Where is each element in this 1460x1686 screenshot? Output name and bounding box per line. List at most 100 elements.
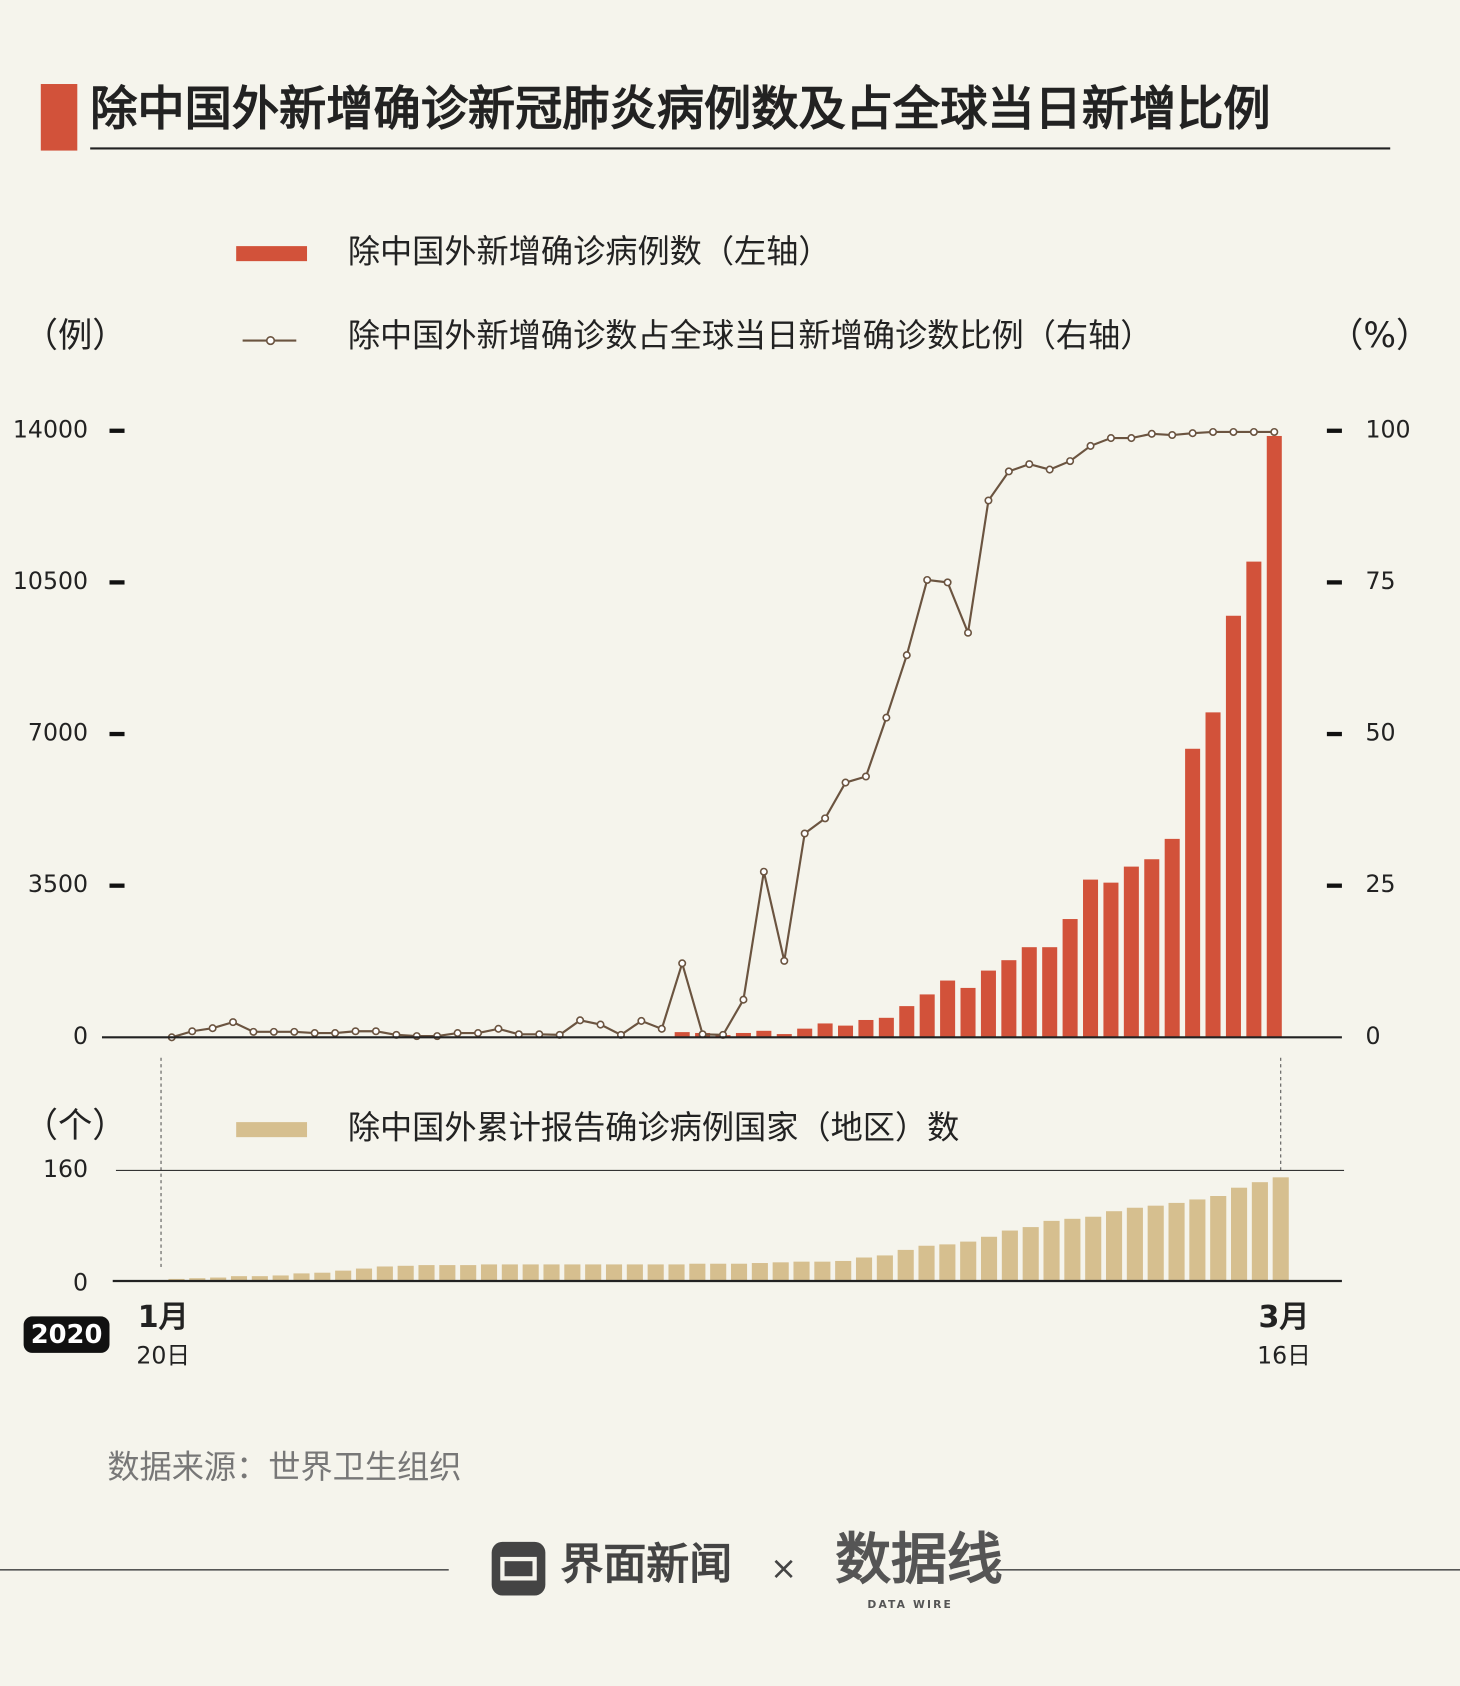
point [494,1024,503,1033]
bar [1205,712,1221,1038]
bar [735,1032,751,1038]
y2-tick-label: 75 [1366,567,1396,595]
bar [1105,1211,1123,1281]
point [841,778,850,787]
bar [1144,859,1160,1038]
bar [335,1270,352,1281]
bar [674,1032,690,1038]
bar [1272,1177,1289,1281]
bar [1064,1218,1081,1281]
bar [1246,561,1262,1038]
point [228,1018,238,1027]
bar [501,1264,518,1281]
bar [960,987,976,1038]
bar [797,1028,813,1038]
point [800,829,809,838]
bar [605,1264,623,1281]
logo: 数据线 [835,1527,1002,1592]
times: × [770,1549,797,1587]
y-tick-label: 3500 [28,870,88,898]
bar [1147,1205,1164,1281]
bar [1022,1227,1039,1281]
point [1188,429,1197,438]
y2-tick-label: 0 [1366,1022,1381,1050]
logo-sub: DATA WIRE [867,1598,953,1611]
point [1086,441,1095,450]
point [453,1029,462,1038]
point [923,575,932,585]
bar [838,1025,854,1038]
bar [626,1264,643,1281]
point [1249,427,1258,437]
bar [522,1264,539,1281]
bar [751,1263,768,1281]
bar [1042,947,1058,1038]
bar [418,1265,435,1281]
bar [918,1245,935,1281]
point [188,1027,197,1036]
x-start-month: 1月 [138,1300,189,1335]
point [1127,434,1136,443]
point [1004,467,1013,476]
point [780,956,789,965]
y2-tick-label: 25 [1366,870,1396,898]
year-badge [23,1316,110,1353]
y-tick-label: 0 [73,1269,88,1297]
bar [1043,1220,1060,1281]
point [902,651,911,660]
bar [480,1264,498,1281]
bar [897,1249,914,1281]
point [576,1016,585,1025]
bar [980,970,996,1038]
point [310,1029,319,1038]
bar [878,1017,894,1038]
point [821,814,830,823]
bar [756,1030,772,1038]
point [1147,429,1156,438]
chart-title: 除中国外新增确诊新冠肺炎病例数及占全球当日新增比例 [90,82,1270,137]
point [351,1027,360,1036]
point [943,578,952,587]
bar [835,1260,852,1281]
point [861,772,870,781]
bar [1062,919,1078,1038]
y2-unit: （%） [1329,316,1430,356]
bar [564,1264,581,1281]
bar [1185,748,1201,1038]
point [1066,457,1075,466]
legend-label: 除中国外累计报告确诊病例国家（地区）数 [348,1109,960,1147]
x-end-month: 3月 [1258,1300,1309,1335]
bar [210,1277,227,1281]
point [759,867,768,876]
year-label: 2020 [31,1320,103,1350]
point [739,995,748,1004]
bar [397,1265,414,1281]
point [963,628,973,637]
y-tick-label: 10500 [13,567,88,595]
y2-tick-label: 100 [1366,415,1411,443]
bar [1189,1199,1206,1281]
bar [689,1263,706,1281]
bar [776,1034,792,1038]
bar [439,1265,456,1281]
bar [960,1241,977,1281]
brand-icon [491,1541,546,1596]
bar [1168,1202,1185,1281]
bar [940,980,956,1038]
bar [814,1261,831,1281]
bar [647,1264,664,1281]
point [1106,434,1115,443]
point [331,1029,340,1038]
y-tick-label: 160 [43,1155,88,1183]
bar [730,1263,748,1281]
bar [817,1023,833,1038]
brand-icon-inner [500,1556,537,1581]
point [1209,427,1218,437]
bar [1001,1230,1018,1281]
bar [980,1236,998,1281]
point [1168,430,1177,440]
bar [376,1266,393,1281]
y-tick-label: 14000 [13,415,88,443]
point [637,1016,646,1025]
